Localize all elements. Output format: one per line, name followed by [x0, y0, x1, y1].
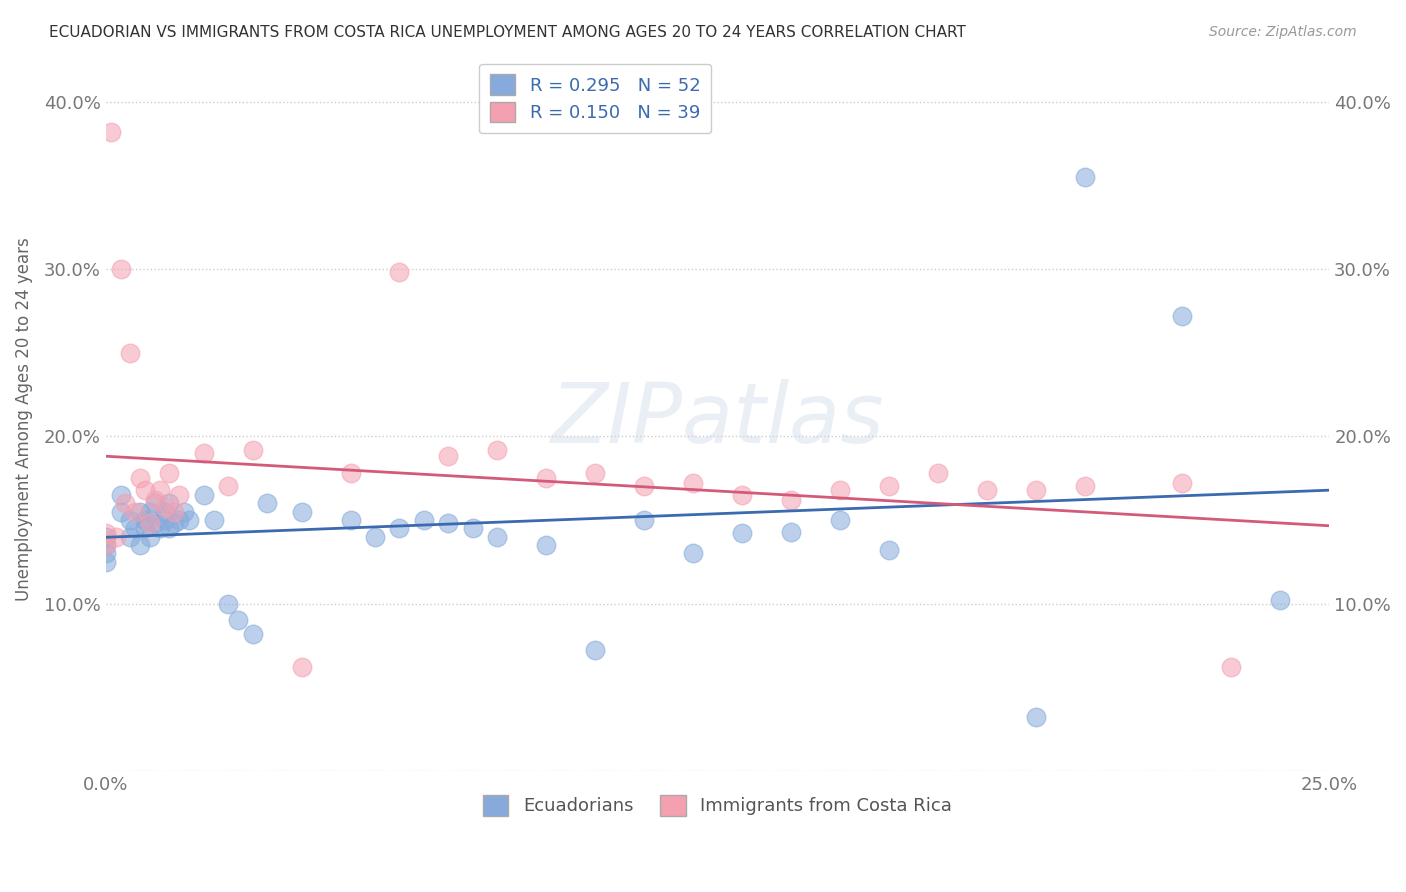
Point — [94, 555, 117, 569]
Point — [1073, 170, 1095, 185]
Point — [828, 483, 851, 497]
Point — [388, 521, 411, 535]
Point — [143, 492, 166, 507]
Point — [242, 442, 264, 457]
Point — [120, 530, 142, 544]
Point — [153, 504, 176, 518]
Point — [1171, 309, 1194, 323]
Point — [110, 488, 132, 502]
Point — [461, 521, 484, 535]
Point — [167, 513, 190, 527]
Point — [731, 526, 754, 541]
Y-axis label: Unemployment Among Ages 20 to 24 years: Unemployment Among Ages 20 to 24 years — [15, 238, 32, 601]
Point — [153, 500, 176, 514]
Point — [339, 513, 361, 527]
Point — [163, 504, 186, 518]
Point — [173, 504, 195, 518]
Point — [94, 530, 117, 544]
Point — [682, 476, 704, 491]
Point — [486, 442, 509, 457]
Point — [536, 471, 558, 485]
Text: Source: ZipAtlas.com: Source: ZipAtlas.com — [1209, 25, 1357, 39]
Point — [1025, 710, 1047, 724]
Point — [486, 530, 509, 544]
Point — [291, 504, 314, 518]
Point — [339, 466, 361, 480]
Point — [877, 543, 900, 558]
Point — [139, 530, 162, 544]
Point — [1270, 593, 1292, 607]
Point — [217, 597, 239, 611]
Point — [388, 265, 411, 279]
Point — [134, 513, 156, 527]
Point — [110, 262, 132, 277]
Point — [134, 483, 156, 497]
Point — [976, 483, 998, 497]
Point — [129, 504, 152, 518]
Point — [217, 479, 239, 493]
Point — [193, 446, 215, 460]
Point — [536, 538, 558, 552]
Point — [94, 526, 117, 541]
Point — [124, 521, 146, 535]
Point — [134, 521, 156, 535]
Point — [633, 513, 655, 527]
Point — [124, 504, 146, 518]
Point — [437, 450, 460, 464]
Point — [120, 513, 142, 527]
Point — [927, 466, 949, 480]
Point — [159, 521, 181, 535]
Point — [1073, 479, 1095, 493]
Point — [120, 345, 142, 359]
Point — [143, 516, 166, 531]
Point — [1220, 660, 1243, 674]
Text: ECUADORIAN VS IMMIGRANTS FROM COSTA RICA UNEMPLOYMENT AMONG AGES 20 TO 24 YEARS : ECUADORIAN VS IMMIGRANTS FROM COSTA RICA… — [49, 25, 966, 40]
Point — [780, 524, 803, 539]
Text: ZIPatlas: ZIPatlas — [551, 379, 884, 460]
Point — [877, 479, 900, 493]
Point — [583, 643, 606, 657]
Point — [633, 479, 655, 493]
Point — [828, 513, 851, 527]
Point — [291, 660, 314, 674]
Point — [143, 496, 166, 510]
Point — [682, 546, 704, 560]
Point — [139, 504, 162, 518]
Point — [114, 496, 136, 510]
Point — [256, 496, 278, 510]
Point — [202, 513, 225, 527]
Point — [364, 530, 387, 544]
Point — [94, 546, 117, 560]
Point — [437, 516, 460, 531]
Point — [780, 492, 803, 507]
Point — [1025, 483, 1047, 497]
Point — [100, 125, 122, 139]
Point — [129, 471, 152, 485]
Point — [159, 466, 181, 480]
Point — [413, 513, 436, 527]
Point — [177, 513, 200, 527]
Point — [226, 613, 249, 627]
Point — [731, 488, 754, 502]
Point — [149, 483, 172, 497]
Point — [139, 516, 162, 531]
Point — [104, 530, 127, 544]
Point — [94, 538, 117, 552]
Point — [1171, 476, 1194, 491]
Point — [159, 496, 181, 510]
Point — [94, 538, 117, 552]
Point — [193, 488, 215, 502]
Point — [110, 504, 132, 518]
Point — [167, 488, 190, 502]
Point — [129, 538, 152, 552]
Point — [242, 626, 264, 640]
Point — [153, 513, 176, 527]
Legend: Ecuadorians, Immigrants from Costa Rica: Ecuadorians, Immigrants from Costa Rica — [474, 786, 962, 825]
Point — [163, 516, 186, 531]
Point — [583, 466, 606, 480]
Point — [149, 521, 172, 535]
